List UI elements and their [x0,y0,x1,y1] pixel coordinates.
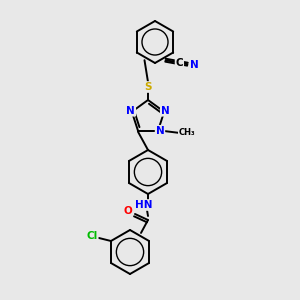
Text: N: N [127,106,135,116]
Text: C: C [176,58,183,68]
Text: N: N [161,106,170,116]
Text: N: N [190,60,199,70]
Text: O: O [124,206,132,216]
Text: S: S [144,82,152,92]
Text: HN: HN [135,200,153,210]
Text: CH₃: CH₃ [179,128,195,137]
Text: Cl: Cl [86,231,98,241]
Text: N: N [156,126,164,136]
